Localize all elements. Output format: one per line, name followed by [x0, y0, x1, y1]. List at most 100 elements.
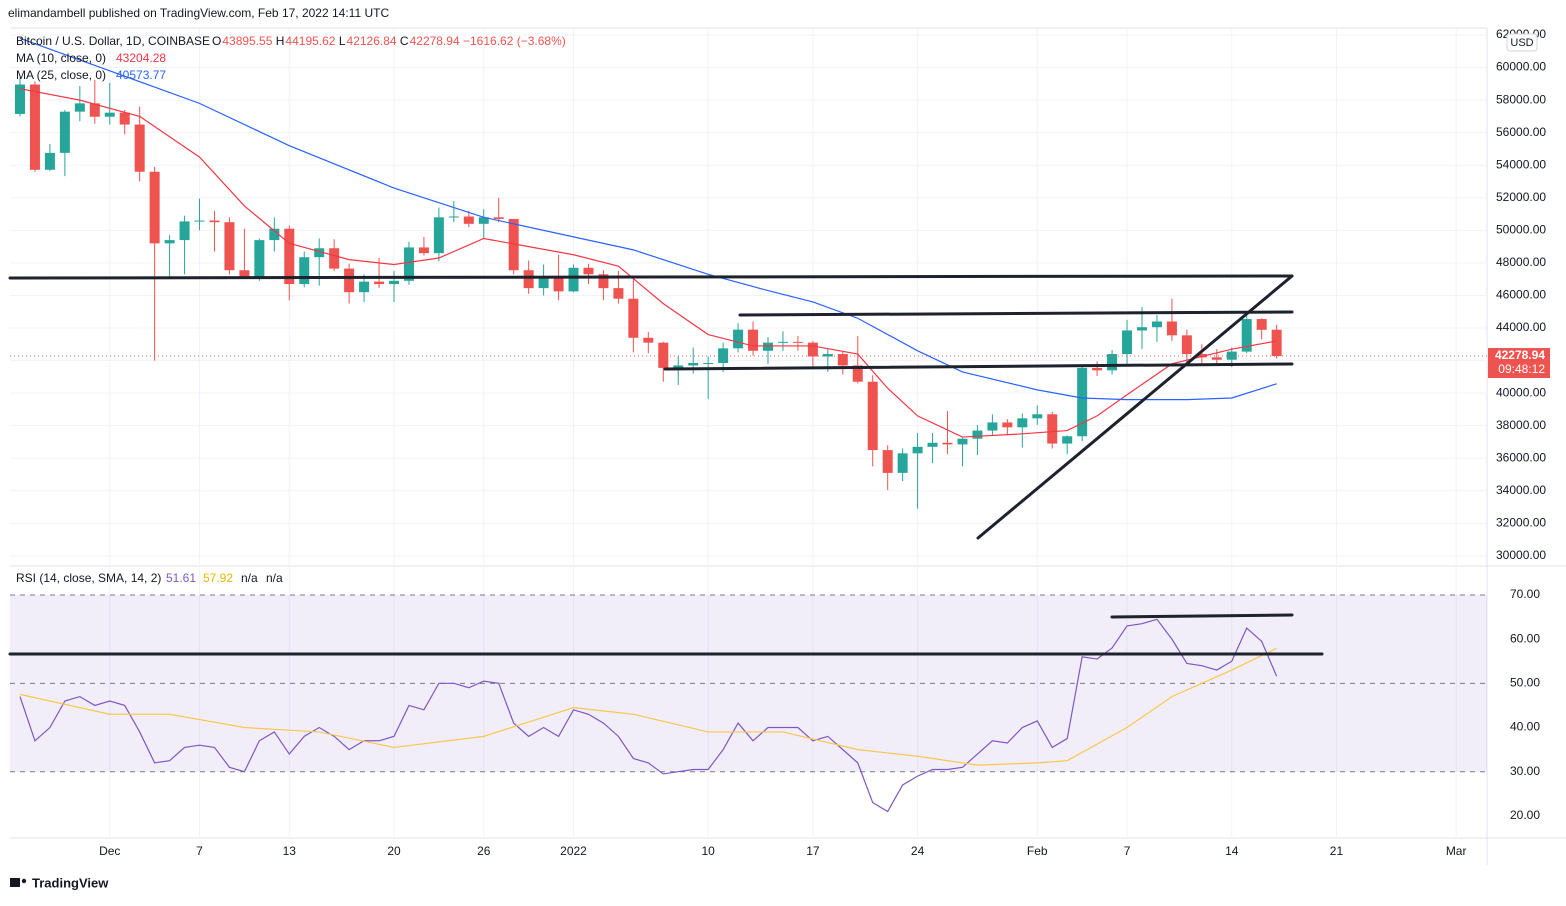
- candle-body: [523, 270, 534, 289]
- candle-body: [538, 277, 549, 289]
- candle-body: [777, 341, 788, 343]
- candle-body: [164, 240, 175, 244]
- candle-body: [1032, 414, 1043, 419]
- candle-body: [583, 267, 594, 275]
- candle-body: [448, 216, 459, 218]
- candle-body: [269, 228, 280, 241]
- candle-body: [912, 446, 923, 454]
- candle-body: [463, 216, 474, 224]
- symbol-title: Bitcoin / U.S. Dollar, 1D, COINBASE: [16, 34, 210, 48]
- candle-body: [673, 365, 684, 368]
- trendline: [976, 274, 1294, 540]
- candle-body: [763, 342, 773, 351]
- y-tick-label: 38000.00: [1496, 418, 1546, 432]
- x-tick-label: 10: [701, 844, 715, 858]
- ma-value: 40573.77: [116, 68, 166, 82]
- candle-body: [807, 342, 818, 357]
- rsi-tick-label: 50.00: [1510, 676, 1540, 690]
- candle-body: [374, 281, 385, 285]
- y-tick-label: 30000.00: [1496, 548, 1546, 562]
- ohlc-legend: O43895.55 H44195.62 L42126.84 C42278.94 …: [212, 34, 566, 48]
- y-tick-label: 40000.00: [1496, 385, 1546, 399]
- rsi-band: [10, 594, 1487, 773]
- candle-body: [389, 280, 399, 285]
- candle-body: [553, 277, 564, 292]
- x-tick-label: 7: [196, 844, 203, 858]
- candle-body: [224, 222, 235, 271]
- candle-body: [1271, 329, 1282, 357]
- trendline: [663, 362, 1294, 371]
- trendline: [8, 274, 1294, 280]
- candle-body: [15, 84, 25, 114]
- candle-body: [1002, 422, 1013, 428]
- legend-part: −1616.62 (−3.68%): [463, 34, 566, 48]
- candle-body: [942, 442, 953, 445]
- publisher: elimandambell published on TradingView.c…: [8, 6, 389, 20]
- axes: 30000.00 32000.00 34000.00 36000.00 38000.00…: [99, 27, 1550, 858]
- x-tick-label: Mar: [1446, 844, 1467, 858]
- y-tick-label: 32000.00: [1496, 516, 1546, 530]
- candle-body: [1196, 354, 1207, 358]
- candle-body: [1137, 327, 1147, 331]
- candle-body: [1092, 367, 1103, 371]
- candle-body: [29, 84, 40, 170]
- legend-part: 44195.62: [285, 34, 335, 48]
- candle-body: [344, 268, 355, 293]
- x-tick-label: 14: [1225, 844, 1239, 858]
- price-label-box: [1488, 348, 1550, 379]
- legend-part: C: [400, 34, 409, 48]
- y-tick-label: 44000.00: [1496, 320, 1546, 334]
- candle-body: [433, 217, 444, 254]
- brand: TradingView: [32, 875, 109, 890]
- candle-body: [1062, 436, 1073, 444]
- candle-body: [718, 348, 729, 364]
- candle-body: [119, 112, 130, 125]
- candle-body: [882, 450, 893, 473]
- candle-body: [508, 218, 519, 271]
- trendline: [1110, 613, 1294, 619]
- logo-icon: [21, 878, 27, 884]
- candle-body: [867, 381, 878, 451]
- rsi-tick-label: 70.00: [1510, 587, 1540, 601]
- candle-body: [748, 329, 759, 351]
- candle-body: [1122, 330, 1133, 355]
- y-tick-label: 52000.00: [1496, 190, 1546, 204]
- candle-body: [314, 248, 325, 258]
- candle-body: [897, 453, 908, 473]
- candle-body: [1166, 321, 1177, 336]
- grid: [10, 28, 1487, 838]
- candle-body: [134, 124, 145, 172]
- candle-body: [1017, 418, 1028, 428]
- candle-body: [104, 112, 115, 117]
- price-label: 42278.94: [1495, 348, 1545, 362]
- candle-body: [194, 220, 205, 222]
- x-tick-label: 24: [911, 844, 925, 858]
- candle-body: [1107, 354, 1118, 371]
- rsi-tick-label: 30.00: [1510, 764, 1540, 778]
- legend-part: 42278.94: [410, 34, 460, 48]
- candle-body: [1181, 335, 1192, 355]
- rsi-ma-value: 57.92: [203, 571, 233, 585]
- candle-body: [74, 103, 85, 112]
- candle-body: [837, 354, 848, 366]
- candle-body: [972, 430, 983, 439]
- legend-part: O: [212, 34, 221, 48]
- trendlines: [8, 274, 1324, 656]
- candle-body: [598, 274, 609, 289]
- candle-body: [179, 221, 190, 241]
- candle-body: [299, 257, 310, 285]
- currency[interactable]: USD: [1510, 37, 1533, 49]
- x-tick-label: 20: [387, 844, 401, 858]
- y-tick-label: 46000.00: [1496, 288, 1546, 302]
- x-tick-label: 26: [477, 844, 491, 858]
- legend: Bitcoin / U.S. Dollar, 1D, COINBASE O438…: [16, 34, 566, 585]
- candle-body: [703, 363, 714, 365]
- candle-body: [149, 171, 160, 244]
- marks: [10, 37, 1487, 813]
- ma-name: MA (10, close, 0): [16, 51, 106, 65]
- currency-box[interactable]: [1506, 33, 1538, 52]
- candle-body: [688, 363, 699, 366]
- candle-body: [478, 217, 489, 224]
- candle-body: [643, 337, 654, 343]
- y-tick-label: 36000.00: [1496, 450, 1546, 464]
